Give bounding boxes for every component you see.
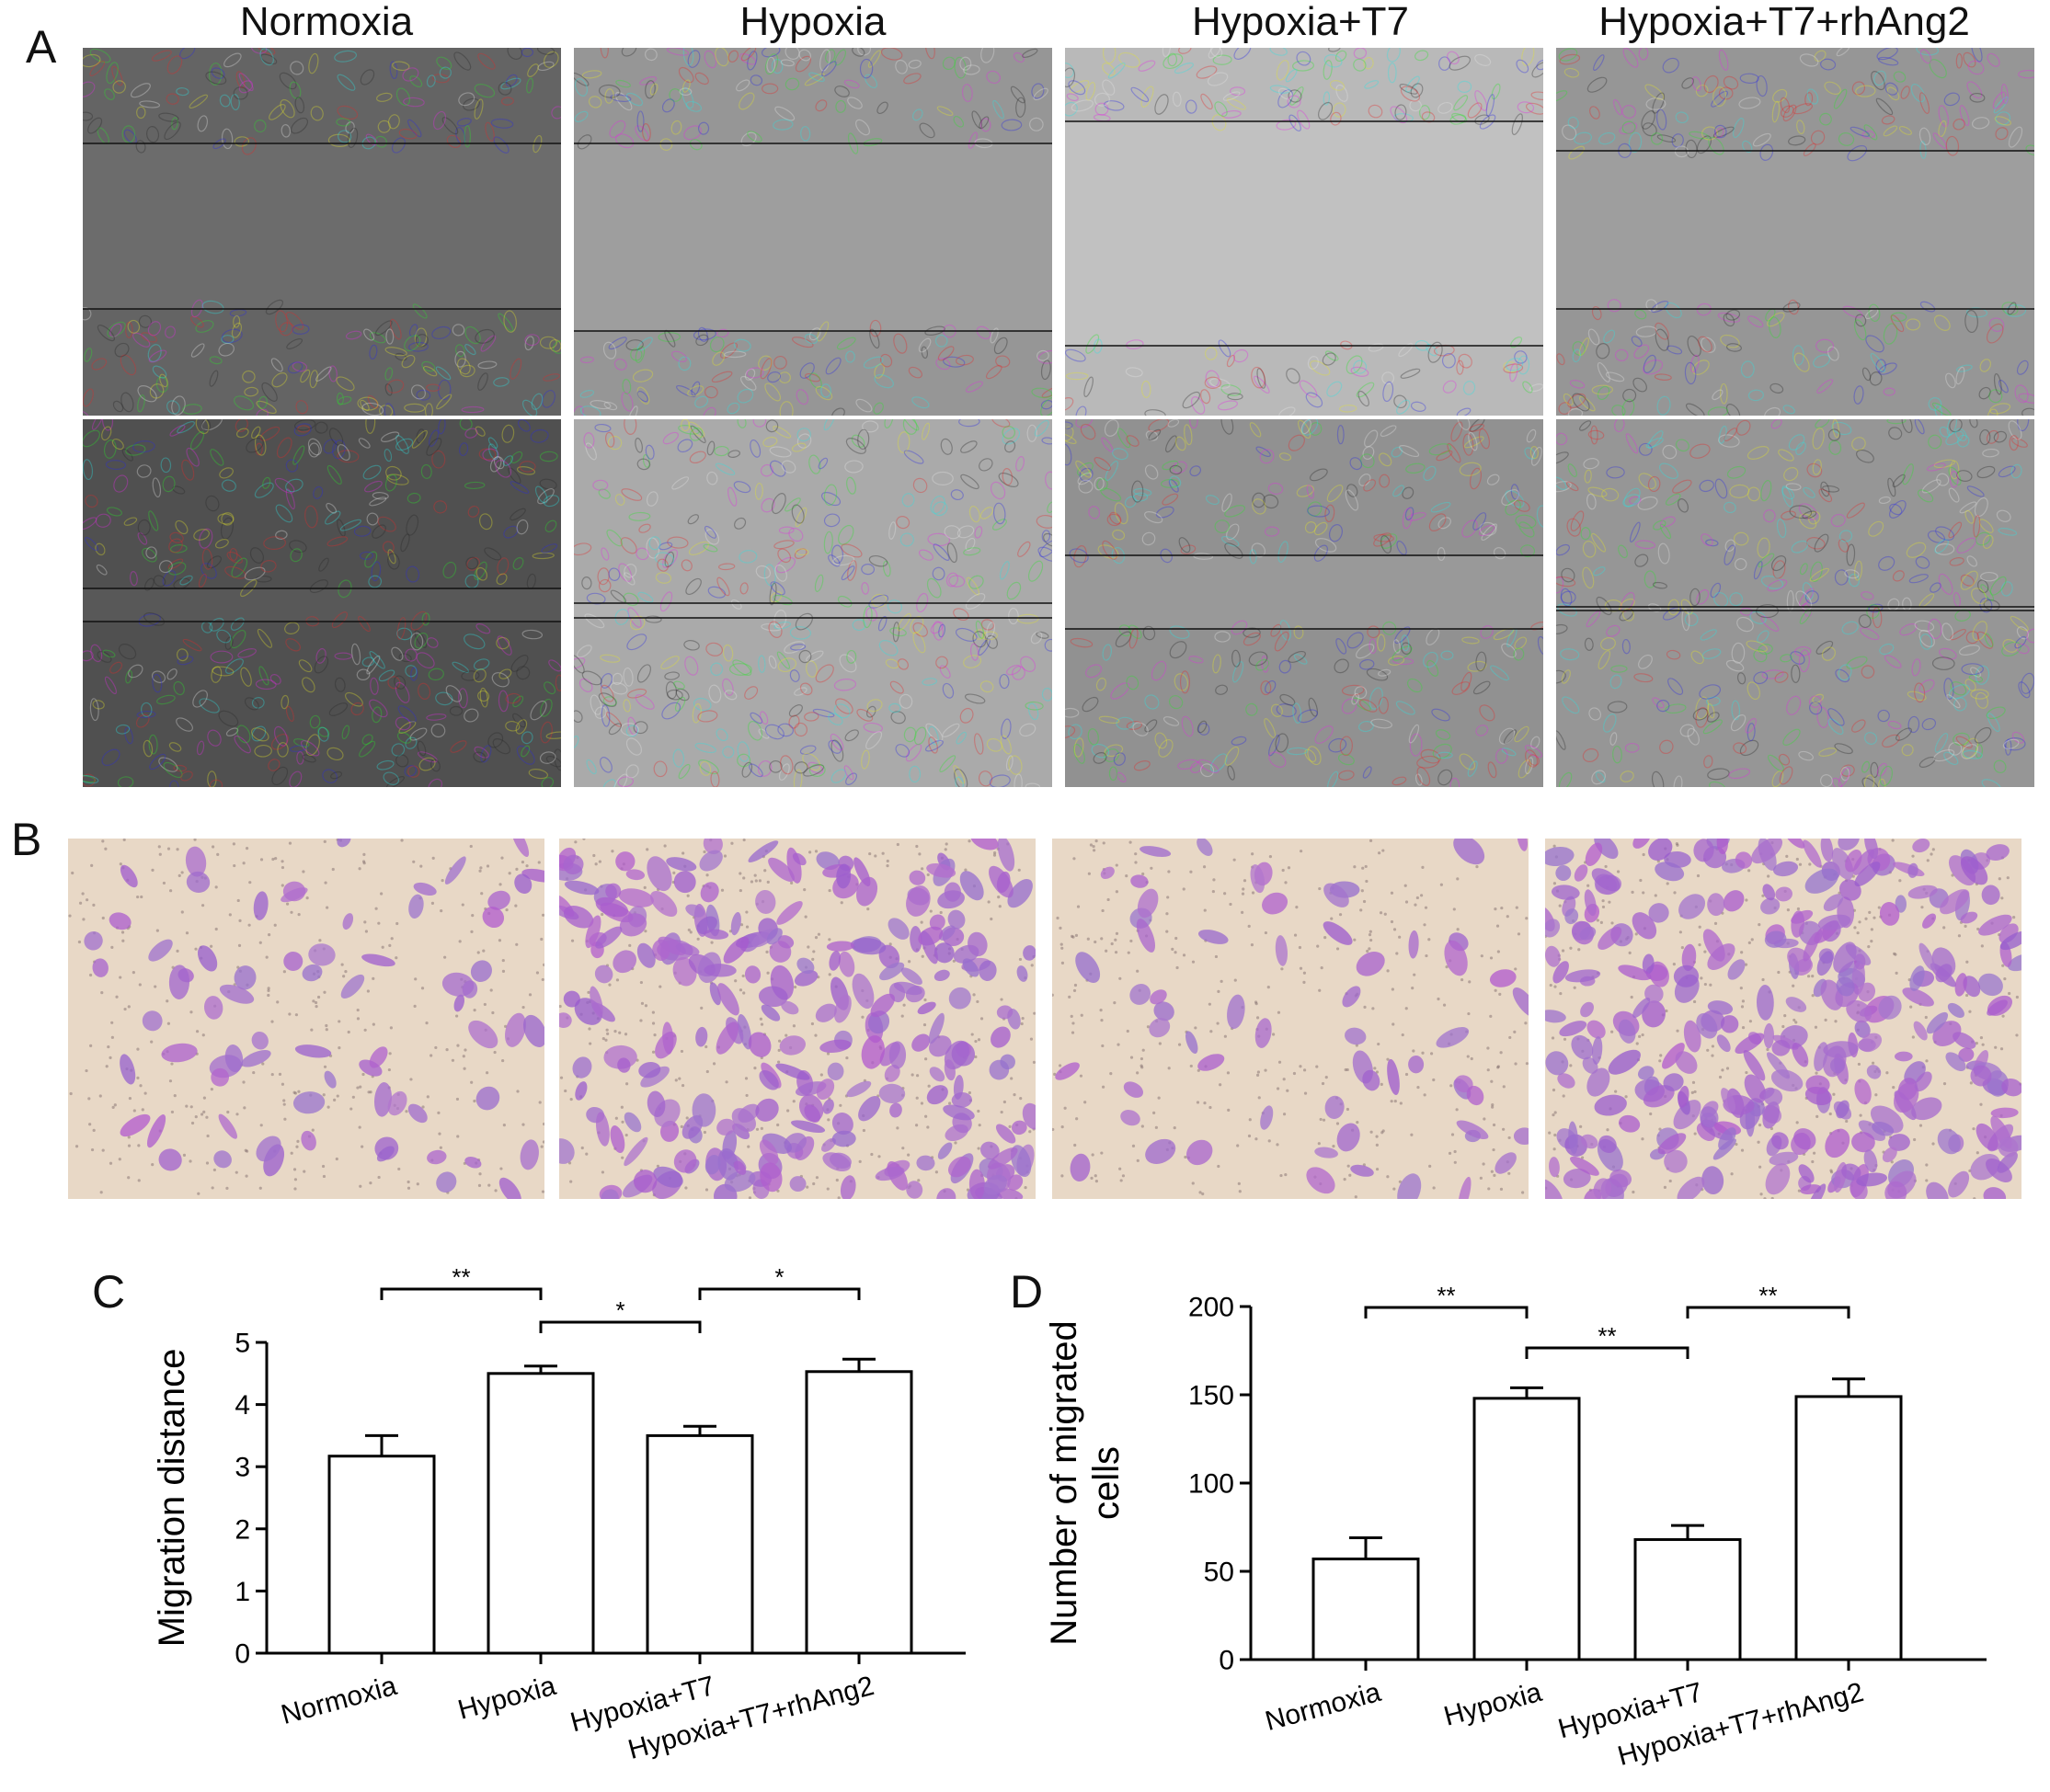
scratch-micrograph: [83, 48, 561, 416]
y-axis-label: cells: [1086, 1446, 1127, 1520]
significance-bracket: [1364, 1306, 1529, 1318]
significance-label: **: [1598, 1322, 1616, 1350]
bar: [805, 1370, 913, 1655]
panel-label-c: C: [92, 1266, 126, 1318]
panel-label-a: A: [26, 21, 57, 73]
transwell-micrograph: [559, 839, 1036, 1199]
transwell-micrograph: [1052, 839, 1529, 1199]
bar: [646, 1433, 754, 1655]
column-title-hypoxia: Hypoxia: [739, 0, 887, 44]
x-tick-label: Normoxia: [278, 1671, 400, 1730]
y-tick-label: 4: [235, 1390, 250, 1421]
x-tick-label: Hypoxia: [455, 1671, 560, 1726]
y-tick-label: 3: [235, 1453, 250, 1483]
scratch-micrograph: [1556, 419, 2034, 787]
column-title-normoxia: Normoxia: [239, 0, 414, 44]
y-tick-label: 1: [235, 1577, 250, 1607]
scratch-micrograph: [1065, 48, 1543, 416]
bar: [1633, 1537, 1742, 1661]
significance-bracket: [1525, 1346, 1689, 1359]
significance-bracket: [1686, 1306, 1850, 1318]
bar: [1794, 1395, 1903, 1661]
scratch-micrograph: [574, 419, 1052, 787]
significance-bracket: [698, 1287, 861, 1300]
significance-label: *: [774, 1269, 784, 1291]
y-tick-label: 0: [235, 1639, 250, 1670]
y-tick-label: 5: [235, 1329, 250, 1359]
significance-bracket: [380, 1287, 543, 1300]
column-title-hypoxia-t7-rhang2: Hypoxia+T7+rhAng2: [1598, 0, 1970, 44]
bar: [327, 1455, 436, 1655]
scratch-micrograph: [1556, 48, 2034, 416]
y-axis-label: Migration distance: [152, 1349, 192, 1648]
significance-bracket: [539, 1320, 702, 1333]
x-tick-label: Hypoxia: [1441, 1677, 1546, 1732]
migrated-cells-bar-chart: 0 50 100 150 200 Number of migrated cells Normo…: [1044, 1282, 1987, 1772]
transwell-micrograph: [1545, 839, 2021, 1199]
bar: [487, 1372, 595, 1655]
y-tick-label: 200: [1188, 1293, 1234, 1323]
y-tick-label: 100: [1188, 1469, 1234, 1500]
y-tick-label: 0: [1219, 1646, 1234, 1676]
significance-label: **: [1758, 1282, 1777, 1309]
panel-label-b: B: [11, 814, 42, 865]
panel-label-d: D: [1010, 1266, 1044, 1318]
y-axis-label: Number of migrated: [1044, 1320, 1084, 1645]
y-tick-label: 150: [1188, 1381, 1234, 1411]
significance-label: **: [1437, 1282, 1455, 1309]
column-title-hypoxia-t7: Hypoxia+T7: [1191, 0, 1409, 44]
significance-label: **: [452, 1269, 470, 1291]
bar: [1472, 1397, 1581, 1661]
y-tick-label: 50: [1204, 1558, 1234, 1588]
bar: [1311, 1558, 1420, 1661]
transwell-micrograph: [68, 839, 544, 1199]
scratch-micrograph: [1065, 419, 1543, 787]
y-tick-label: 2: [235, 1514, 250, 1545]
significance-label: *: [615, 1296, 624, 1324]
x-tick-label: Normoxia: [1262, 1677, 1384, 1737]
scratch-micrograph: [83, 419, 561, 787]
scratch-micrograph: [574, 48, 1052, 416]
